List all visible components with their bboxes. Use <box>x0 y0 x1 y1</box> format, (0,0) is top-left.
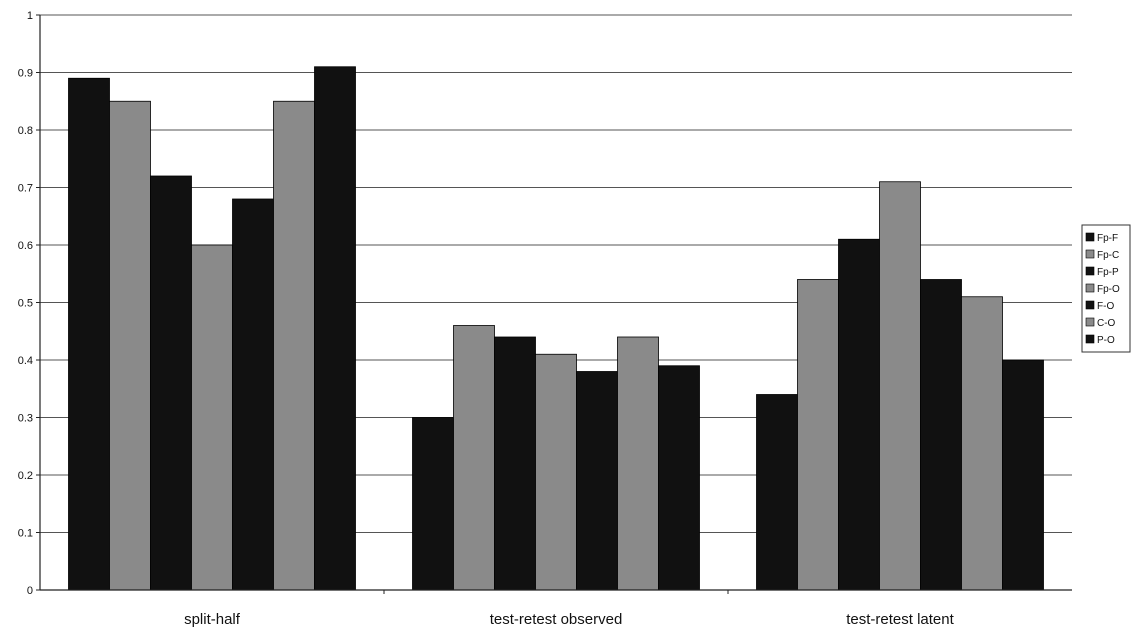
legend-label: C-O <box>1097 318 1116 329</box>
bar-fp-f-3 <box>756 394 798 591</box>
y-tick-label: 0.5 <box>18 298 33 310</box>
legend-label: Fp-C <box>1097 250 1119 261</box>
y-tick-label: 0.2 <box>18 470 33 482</box>
legend-label: Fp-O <box>1097 284 1120 295</box>
legend-swatch <box>1085 317 1095 327</box>
bars <box>68 66 1044 591</box>
bar-p-o-1 <box>314 66 356 591</box>
legend-label: F-O <box>1097 301 1114 312</box>
bar-fp-f-1 <box>68 77 110 591</box>
y-tick-label: 0.9 <box>18 68 33 80</box>
bar-fp-p-2 <box>494 336 536 591</box>
bar-fp-c-1 <box>109 100 151 591</box>
legend-swatch <box>1085 283 1095 293</box>
bar-fp-f-2 <box>412 417 454 591</box>
bar-fp-p-3 <box>838 238 880 591</box>
bar-c-o-1 <box>273 100 315 591</box>
y-axis-ticks: 0 0.1 0.2 0.3 0.4 0.5 0.6 0.7 0.8 0.9 1 <box>18 10 40 597</box>
bar-fp-o-3 <box>879 181 921 591</box>
bar-fp-c-3 <box>797 279 839 591</box>
legend-label: P-O <box>1097 335 1115 346</box>
bar-p-o-2 <box>658 365 700 591</box>
bar-fp-o-1 <box>191 244 233 591</box>
y-tick-label: 0.4 <box>18 355 33 367</box>
category-label: test-retest latent <box>846 611 954 628</box>
y-tick-label: 0.3 <box>18 413 33 425</box>
category-label: test-retest observed <box>490 611 623 628</box>
bar-fp-c-2 <box>453 325 495 591</box>
bar-f-o-3 <box>920 279 962 591</box>
bar-fp-o-2 <box>535 353 577 591</box>
y-tick-label: 0.1 <box>18 528 33 540</box>
bar-c-o-2 <box>617 336 659 591</box>
legend-label: Fp-P <box>1097 267 1119 278</box>
bar-c-o-3 <box>961 296 1003 591</box>
bar-f-o-2 <box>576 371 618 591</box>
bar-f-o-1 <box>232 198 274 591</box>
legend-label: Fp-F <box>1097 233 1118 244</box>
category-labels: split-half test-retest observed test-retes… <box>184 611 955 628</box>
legend-swatch <box>1085 249 1095 259</box>
legend: Fp-F Fp-C Fp-P Fp-O F-O C-O P-O <box>1081 224 1131 353</box>
legend-swatch <box>1085 300 1095 310</box>
legend-swatch <box>1085 266 1095 276</box>
axes <box>39 15 1072 594</box>
y-tick-label: 1 <box>27 10 33 22</box>
y-tick-label: 0.7 <box>18 183 33 195</box>
y-tick-label: 0.8 <box>18 125 33 137</box>
bar-p-o-3 <box>1002 359 1044 591</box>
legend-swatch <box>1085 232 1095 242</box>
legend-swatch <box>1085 334 1095 344</box>
y-tick-label: 0.6 <box>18 240 33 252</box>
y-tick-label: 0 <box>27 585 33 597</box>
bar-fp-p-1 <box>150 175 192 591</box>
category-label: split-half <box>184 611 241 628</box>
